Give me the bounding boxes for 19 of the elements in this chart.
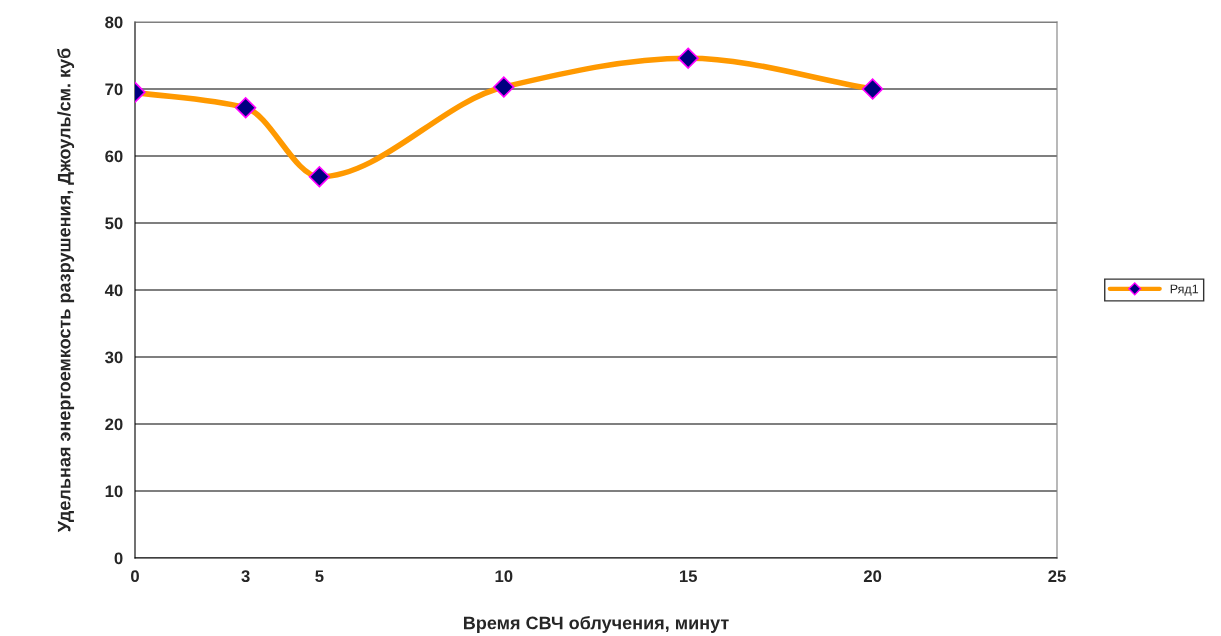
y-tick-label: 60	[105, 150, 123, 163]
x-axis-title: Время СВЧ облучения, минут	[463, 615, 729, 633]
x-tick-label: 10	[495, 570, 513, 583]
x-tick-label: 5	[315, 570, 324, 583]
y-tick-label: 30	[105, 351, 123, 364]
x-tick-label: 25	[1048, 570, 1066, 583]
y-tick-label: 70	[105, 83, 123, 96]
x-tick-label: 3	[241, 570, 250, 583]
x-tick-label: 20	[863, 570, 882, 583]
y-tick-label: 40	[104, 284, 123, 297]
legend-label: Ряд1	[1170, 284, 1199, 296]
x-tick-label: 0	[131, 570, 139, 583]
x-tick-label: 15	[679, 570, 698, 583]
y-tick-label: 50	[105, 217, 123, 230]
y-tick-label: 20	[105, 418, 123, 431]
y-tick-label: 10	[105, 485, 123, 498]
y-axis-title: Удельная энергоемкость разрушения, Джоуль/см. куб	[57, 48, 75, 533]
y-tick-label: 80	[105, 16, 123, 29]
y-tick-label: 0	[114, 552, 123, 565]
